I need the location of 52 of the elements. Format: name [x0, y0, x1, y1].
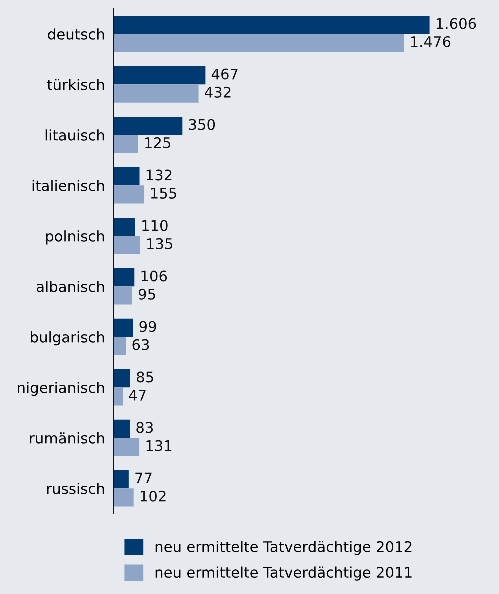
bar [114, 16, 430, 34]
data-label: 110 [142, 220, 168, 232]
bar [114, 236, 140, 254]
data-label: 125 [146, 137, 170, 148]
y-tick-label: türkisch [48, 79, 104, 90]
data-label: 106 [142, 270, 168, 282]
bar [114, 116, 183, 136]
data-label: 1.476 [411, 36, 451, 48]
y-tick-label: italienisch [32, 180, 104, 192]
data-label: 155 [151, 188, 176, 199]
y-tick-label: litauisch [46, 130, 104, 141]
data-label: 83 [136, 422, 154, 434]
bar [114, 488, 134, 507]
data-label: 467 [212, 68, 238, 80]
bar [114, 84, 199, 103]
y-tick-label: rumänisch [30, 432, 104, 444]
bar [114, 286, 132, 305]
data-label: 99 [140, 321, 156, 332]
data-label: 102 [141, 490, 166, 502]
bar [114, 186, 144, 204]
data-label: 85 [137, 372, 154, 383]
bar [114, 135, 138, 154]
data-label: 77 [136, 472, 152, 484]
y-tick-label: polnisch [46, 230, 104, 245]
y-tick-label: deutsch [48, 28, 104, 40]
data-label: 350 [189, 119, 216, 130]
bar [114, 470, 129, 489]
bar [114, 167, 140, 186]
legend-label: neu ermittelte Tatverdächtige 2011 [156, 566, 412, 581]
data-label: 47 [129, 390, 146, 401]
data-label: 132 [146, 170, 172, 181]
bar [114, 337, 126, 356]
bar [114, 318, 134, 338]
data-label: 432 [205, 86, 231, 98]
y-tick-label: nigerianisch [18, 382, 104, 396]
y-tick-label: albanisch [36, 281, 104, 292]
data-label: 63 [132, 339, 150, 350]
legend-label: neu ermittelte Tatverdächtige 2012 [156, 541, 412, 556]
data-label: 135 [147, 238, 172, 250]
bar [114, 420, 130, 438]
bar [114, 218, 136, 236]
bar [114, 438, 140, 456]
bar [114, 34, 404, 52]
data-label: 1.606 [436, 18, 476, 30]
data-label: 131 [146, 440, 172, 452]
bar [114, 268, 135, 287]
bar [114, 369, 130, 388]
data-label: 95 [138, 288, 156, 300]
y-tick-label: bulgarisch [31, 332, 104, 346]
y-tick-label: russisch [47, 483, 104, 494]
bar [114, 388, 124, 406]
bar [114, 66, 206, 85]
